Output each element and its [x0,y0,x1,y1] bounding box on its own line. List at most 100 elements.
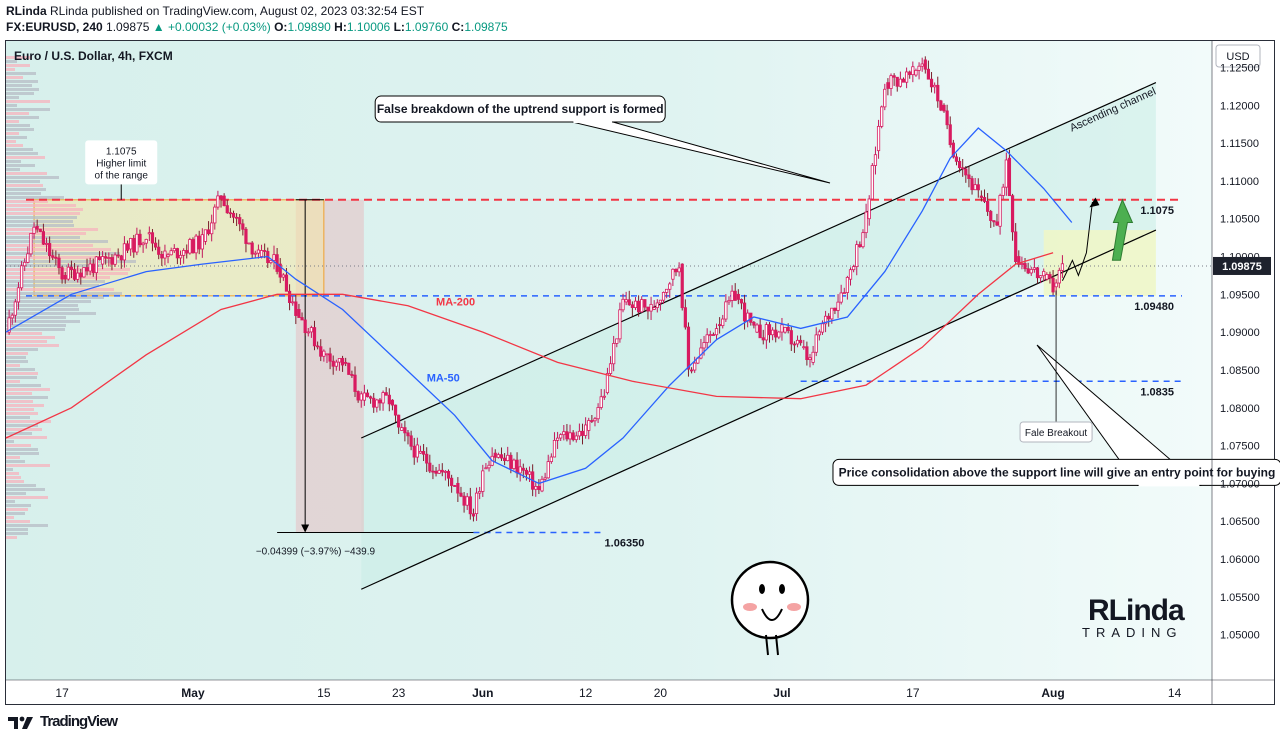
candle-body [191,239,195,254]
candle-body [147,232,151,235]
candle-body [306,331,310,334]
y-tick-label: 1.08500 [1220,365,1260,377]
candle-body [138,233,142,246]
candle-body [792,343,797,346]
y-tick-label: 1.08000 [1220,403,1260,415]
volume-profile-bar [6,108,50,111]
candle-body [175,248,179,259]
candle-body [627,299,631,306]
candle-body [493,452,497,458]
candle-body [135,233,139,253]
candle-body [1023,263,1027,270]
volume-profile-bar [6,196,64,199]
candle-body [951,142,955,158]
candle-body [88,263,92,272]
tradingview-brand[interactable]: TradingView [40,713,118,730]
volume-profile-bar [6,224,74,227]
candle-body [16,287,21,303]
volume-profile-bar [6,208,83,211]
candle-body [571,432,575,441]
y-tick-label: 1.07500 [1220,441,1260,453]
series-ma50-line [5,127,1073,485]
candle-body [674,268,678,273]
candle-body [97,256,102,260]
candle-body [440,469,444,473]
candle-body [35,225,39,230]
volume-profile-bar [6,368,35,371]
candle-body [957,160,962,169]
candle-body [387,394,391,405]
candle-body [7,317,11,333]
volume-profile-bar [6,132,19,135]
volume-profile-bar [6,252,120,255]
volume-profile-bar [6,276,110,279]
candle-body [319,346,323,357]
candle-body [453,485,457,487]
candle-body [668,283,672,290]
symbol: FX:EURUSD, 240 [6,20,103,34]
volume-profile-bar [6,492,26,495]
candle-body [799,339,803,344]
volume-profile-bar [6,316,66,319]
volume-profile-bar [6,140,16,143]
candle-body [63,275,67,280]
higher-limit-text: Higher limit [96,158,146,169]
candle-body [150,232,155,244]
candle-body [577,430,581,437]
range-box [33,199,325,297]
change: ▲ +0.00032 (+0.03%) [152,20,271,34]
candle-body [312,327,317,347]
candle-body [122,243,127,261]
candle-body [110,257,114,265]
candle-body [1017,256,1021,265]
annotation-consolidation-box [832,458,1280,486]
volume-profile-bar [6,408,34,411]
volume-profile-bar [6,468,13,471]
volume-profile-bar [6,424,38,427]
close-value: 1.09875 [464,20,508,34]
candle-body [506,454,510,462]
candle-body [284,274,289,292]
volume-profile-bar [6,76,23,79]
candle-body [540,478,544,492]
candle-body [210,222,214,235]
candle-body [880,106,884,127]
volume-profile-bar [6,436,47,439]
candle-body [390,399,395,406]
candle-body [820,323,825,333]
candle-body [858,244,862,248]
volume-profile-bar [6,72,36,75]
candle-body [231,212,236,218]
candle-body [808,357,812,361]
volume-profile-bar [6,288,114,291]
candle-body [995,221,999,226]
candle-body [160,254,164,259]
candle-body [82,267,86,278]
candle-body [487,464,491,469]
smiley-mouth-icon [761,608,783,621]
chart-title: Euro / U.S. Dollar, 4h, FXCM [14,49,173,63]
candle-body [805,346,809,361]
candle-body [60,267,64,280]
candle-body [761,337,765,341]
candle-body [593,418,597,422]
y-tick-label: 1.07000 [1220,478,1260,490]
candle-body [780,324,784,333]
candle-body [238,217,242,225]
candle-body [986,201,990,212]
candle-body [979,195,983,198]
candle-body [615,338,619,344]
candle-body [213,206,217,224]
candle-body [69,266,74,270]
publisher-text: RLinda published on TradingView.com, Aug… [50,4,425,18]
candle-body [446,470,451,479]
currency-label: USD [1226,51,1249,63]
volume-profile-bar [6,396,48,399]
candle-body [665,288,669,293]
volume-profile-bar [6,364,20,367]
candle-body [412,445,416,458]
volume-profile-bar [6,500,15,503]
candle-body [795,339,800,345]
candle-body [300,317,304,321]
